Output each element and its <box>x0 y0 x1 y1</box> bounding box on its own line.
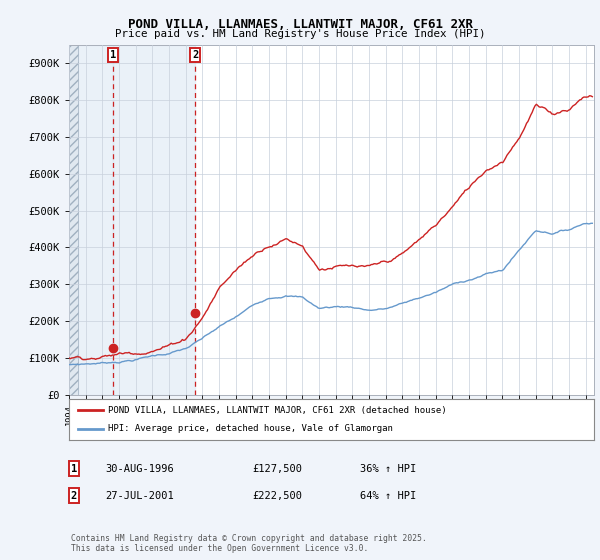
Text: 36% ↑ HPI: 36% ↑ HPI <box>360 464 416 474</box>
Bar <box>113 45 195 395</box>
Text: 1: 1 <box>110 50 116 60</box>
Text: 1: 1 <box>71 464 77 474</box>
Text: Contains HM Land Registry data © Crown copyright and database right 2025.
This d: Contains HM Land Registry data © Crown c… <box>71 534 427 553</box>
Text: 64% ↑ HPI: 64% ↑ HPI <box>360 491 416 501</box>
Text: Price paid vs. HM Land Registry's House Price Index (HPI): Price paid vs. HM Land Registry's House … <box>115 29 485 39</box>
Text: 30-AUG-1996: 30-AUG-1996 <box>105 464 174 474</box>
Text: POND VILLA, LLANMAES, LLANTWIT MAJOR, CF61 2XR: POND VILLA, LLANMAES, LLANTWIT MAJOR, CF… <box>128 18 473 31</box>
Text: HPI: Average price, detached house, Vale of Glamorgan: HPI: Average price, detached house, Vale… <box>109 424 393 433</box>
Bar <box>78 45 113 395</box>
Text: 2: 2 <box>71 491 77 501</box>
Text: £127,500: £127,500 <box>252 464 302 474</box>
Bar <box>69 45 78 395</box>
Text: 2: 2 <box>192 50 198 60</box>
Text: 27-JUL-2001: 27-JUL-2001 <box>105 491 174 501</box>
Text: POND VILLA, LLANMAES, LLANTWIT MAJOR, CF61 2XR (detached house): POND VILLA, LLANMAES, LLANTWIT MAJOR, CF… <box>109 405 447 414</box>
Text: £222,500: £222,500 <box>252 491 302 501</box>
